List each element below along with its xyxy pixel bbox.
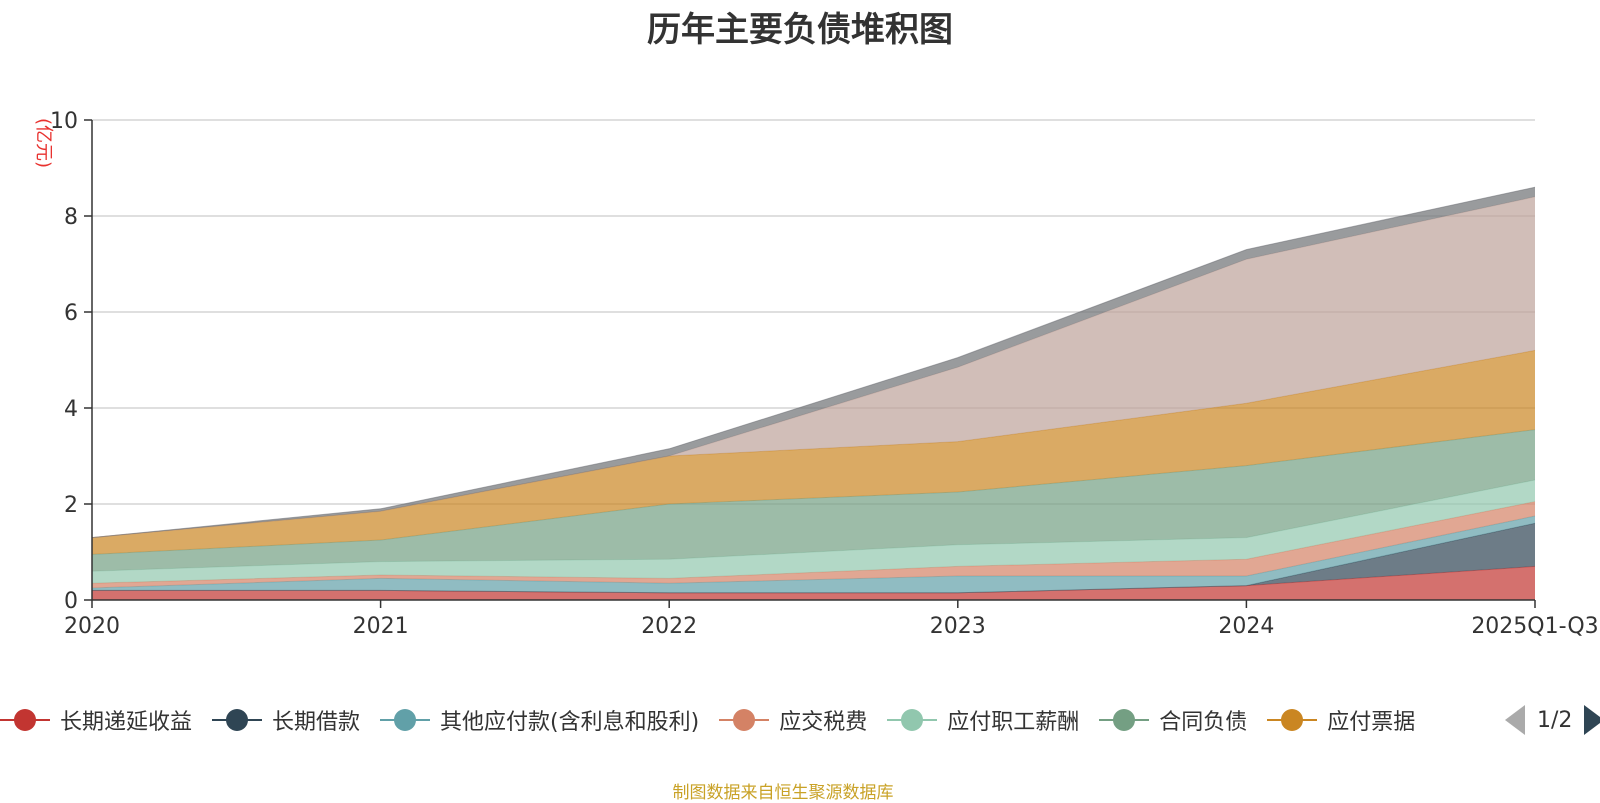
y-tick-label: 6 <box>64 301 78 326</box>
legend-next-arrow-icon[interactable] <box>1584 705 1600 735</box>
chart-title: 历年主要负债堆积图 <box>647 10 953 50</box>
y-tick-label: 10 <box>50 109 78 134</box>
x-tick-label: 2025Q1-Q3 <box>1471 614 1598 639</box>
y-tick-label: 2 <box>64 493 78 518</box>
area-长期递延收益[interactable] <box>92 566 1535 600</box>
legend-label: 应付职工薪酬 <box>947 710 1080 735</box>
x-tick-label: 2024 <box>1218 614 1274 639</box>
legend: 长期递延收益 长期借款 其他应付款(含利息和股利) 应交税费 应付职工薪酬 合同负债 应付票… <box>0 700 1480 740</box>
legend-item[interactable]: 应付票据 <box>1267 704 1415 736</box>
legend-item[interactable]: 长期递延收益 <box>0 704 192 736</box>
area-series <box>91 186 1536 600</box>
legend-item[interactable]: 应交税费 <box>719 704 867 736</box>
legend-marker-icon <box>1099 708 1150 732</box>
y-axis-unit-label: (亿元) <box>33 118 54 168</box>
legend-item[interactable]: 应付职工薪酬 <box>887 704 1079 736</box>
legend-label: 合同负债 <box>1159 710 1248 735</box>
area-应交税费[interactable] <box>92 501 1535 588</box>
y-tick-label: 0 <box>64 589 78 614</box>
legend-marker-icon <box>380 708 431 732</box>
legend-page-indicator: 1/2 <box>1537 707 1573 733</box>
area-应付职工薪酬[interactable] <box>92 480 1535 584</box>
legend-label: 长期递延收益 <box>60 710 193 735</box>
area-应付票据[interactable] <box>92 350 1535 555</box>
x-tick-label: 2022 <box>641 614 697 639</box>
legend-marker-icon <box>0 708 50 732</box>
area-合同负债[interactable] <box>92 429 1535 572</box>
area-应付账款[interactable] <box>92 196 1535 538</box>
y-tick-label: 8 <box>64 205 78 230</box>
x-tick-label: 2020 <box>64 614 120 639</box>
legend-label: 长期借款 <box>272 710 361 735</box>
data-source-note: 制图数据来自恒生聚源数据库 <box>672 783 894 803</box>
y-tick-label: 4 <box>64 397 78 422</box>
legend-prev-arrow-icon[interactable] <box>1505 705 1525 735</box>
legend-marker-icon <box>212 708 263 732</box>
line-短期借款 <box>91 186 1536 539</box>
x-tick-label: 2023 <box>930 614 986 639</box>
legend-marker-icon <box>719 708 770 732</box>
legend-marker-icon <box>1267 708 1318 732</box>
legend-pager: 1/2 <box>1505 705 1600 735</box>
legend-item[interactable]: 合同负债 <box>1099 704 1247 736</box>
axes: 0 2 4 6 8 10 2020 2021 2022 2023 2024 2025Q1-Q3 <box>50 109 1599 639</box>
legend-label: 应交税费 <box>779 710 868 735</box>
area-其他应付款(含利息和股利)[interactable] <box>92 516 1535 593</box>
legend-label: 其他应付款(含利息和股利) <box>440 710 700 735</box>
area-短期借款[interactable] <box>92 187 1535 538</box>
legend-item[interactable]: 长期借款 <box>212 704 360 736</box>
legend-item[interactable]: 其他应付款(含利息和股利) <box>380 704 699 736</box>
legend-marker-icon <box>887 708 938 732</box>
legend-label: 应付票据 <box>1327 710 1416 735</box>
x-tick-label: 2021 <box>353 614 409 639</box>
